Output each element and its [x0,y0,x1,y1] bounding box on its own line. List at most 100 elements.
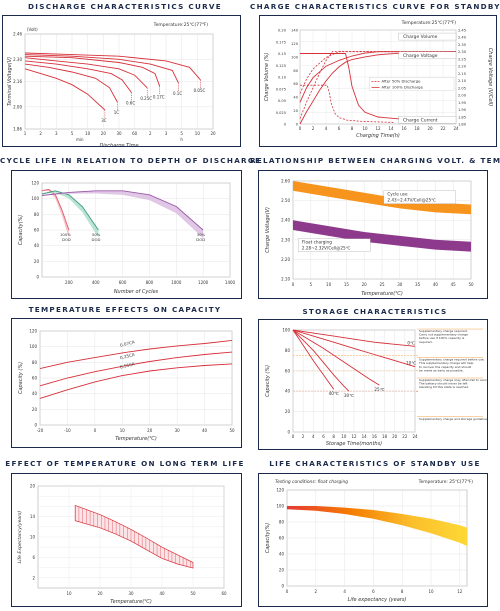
y-right-tick-label: 1.90 [458,108,467,112]
series-line [41,190,204,231]
storage-panel: 0 20 40 60 80 100 0 2 4 6 8 10 12 14 16 18 20 22 24 Storage… [258,319,500,450]
x-tick-label: 6 [322,434,325,439]
x-tick-label: 25 [379,282,385,287]
x-tick-label: 18 [382,434,388,439]
y-tick-label: 60 [279,536,285,541]
chargevolt-panel: 2.10 2.20 2.30 2.40 2.50 2.60 0 5 10 15 20 25 30 35 40… [258,170,488,299]
x-tick-label: 600 [119,280,127,285]
y-tick-label: 2.16 [13,79,22,84]
band [293,181,471,215]
series-band [42,190,204,239]
series-line [41,190,99,231]
y-tick-label: 60 [34,228,40,233]
templife-title: EFFECT OF TEMPERATURE ON LONG TERM LIFE [5,459,245,468]
x-tick-label: 1000 [171,280,182,285]
legend-box [369,77,455,91]
y-tick-label: 2.20 [281,257,290,262]
y-right-tick-label: 2.30 [458,50,467,54]
series-label: 0.6C [126,101,135,106]
x-tick-label: 5 [71,131,74,136]
series-line [292,329,380,386]
x-unit-label: h [180,137,183,142]
y-tick-label: 80 [279,520,285,525]
x-tick-label: 6 [338,126,341,131]
y-tick-label: 0 [36,275,39,280]
chargevolt-chart: 2.10 2.20 2.30 2.40 2.50 2.60 0 5 10 15 20 25 30 35 40… [265,179,474,298]
x-tick-label: 2 [39,131,42,136]
series-line [24,55,161,87]
y-tick-label: 20 [285,409,291,414]
x-tick-label: -20 [37,428,44,433]
series-label: 0.25CA [119,352,135,361]
y-left-tick-label: 0.15 [278,52,286,56]
y-mid-tick-label: 60 [293,82,298,86]
x-tick-label: 50 [190,591,196,596]
x-tick-label: -10 [64,428,71,433]
y-tick-label: 20 [32,407,38,412]
y-tick-label: 120 [29,329,37,334]
y-tick-label: 2.30 [281,237,290,242]
y-right-tick-label: 2.10 [458,79,467,83]
x-tick-label: 16 [401,126,407,131]
x-axis-label: Storage Time(months) [326,441,382,447]
y-tick-label: 60 [32,376,38,381]
y-tick-label: 10 [30,535,36,540]
tempcap-chart: 0 20 40 60 80 100 120 -20 -10 0 10 20 30 40 50 Temperat… [18,329,235,443]
curve-label: Charge Voltage [403,53,438,59]
y-tick-label: 2.10 [281,277,290,282]
y-mid-tick-label: 0 [296,123,299,127]
y-tick-label: 1.86 [13,127,22,132]
x-tick-label: 12 [457,589,463,594]
x-axis-label: Life expectancy (years) [348,597,407,603]
annotation: Temperature:25℃(77℉) [153,22,209,28]
y-left-tick-label: 0.125 [276,64,286,68]
series-line [292,329,335,390]
y-axis-label: Capacity (%) [18,362,24,394]
x-tick-label: 14 [388,126,394,131]
x-tick-label: 50 [229,428,235,433]
x-tick-label: 400 [92,280,100,285]
x-axis-label: Temperature(℃) [361,291,403,297]
x-tick-label: 0 [94,428,97,433]
series-line [24,68,106,111]
y-tick-label: 2.30 [13,57,22,62]
x-tick-label: 12 [351,434,357,439]
x-tick-label: 60 [132,131,138,136]
x-tick-label: 2 [302,434,305,439]
y-axis-label: Capacity(%) [18,215,24,246]
x-tick-label: 35 [415,282,421,287]
y-axis-label: Charge Voltage(V) [265,207,271,253]
y-tick-label: 100 [29,344,37,349]
x-tick-label: 20 [147,428,153,433]
series-line [24,52,201,81]
x-tick-label: 10 [66,591,72,596]
x-tick-label: 18 [414,126,420,131]
x-tick-label: 20 [427,126,433,131]
standby-panel: 0 20 40 60 80 100 120 0 2 4 6 8 10 12 Life expectancy … [258,473,488,607]
series-label: DOD [92,237,101,242]
series-line [39,351,233,387]
x-tick-label: 10 [195,131,201,136]
y-tick-label: 2.60 [281,179,290,184]
note-line: Supplementary charge and storage guideli… [419,417,487,421]
x-axis-label: Charging Time(h) [356,133,400,139]
curve-label: Charge Volume [403,34,438,40]
discharge-panel: 1.86 2.00 2.16 2.30 2.46 1 2 3 5 10 20 30 60 2 3 5 10 20 m… [2,15,241,149]
curve-label-box [398,116,457,124]
note-line: Supplementary charge required. [419,329,468,333]
chargevolt-title: RELATIONSHIP BETWEEN CHARGING VOLT. & TE… [250,156,500,165]
y-mid-tick-label: 100 [291,55,299,59]
band-label-name: Float charging [302,240,332,245]
x-tick-label: 24 [412,434,418,439]
cycle-title: CYCLE LIFE IN RELATION TO DEPTH OF DISCH… [0,156,262,165]
series-line [39,339,233,370]
y-tick-label: 40 [279,552,285,557]
series-line [24,54,179,84]
x-tick-label: 10 [341,434,347,439]
x-tick-label: 20 [210,131,216,136]
x-tick-label: 0 [299,126,302,131]
band-label-box [383,190,456,204]
x-tick-label: 0 [292,282,295,287]
series-label: 0℃ [407,340,415,345]
